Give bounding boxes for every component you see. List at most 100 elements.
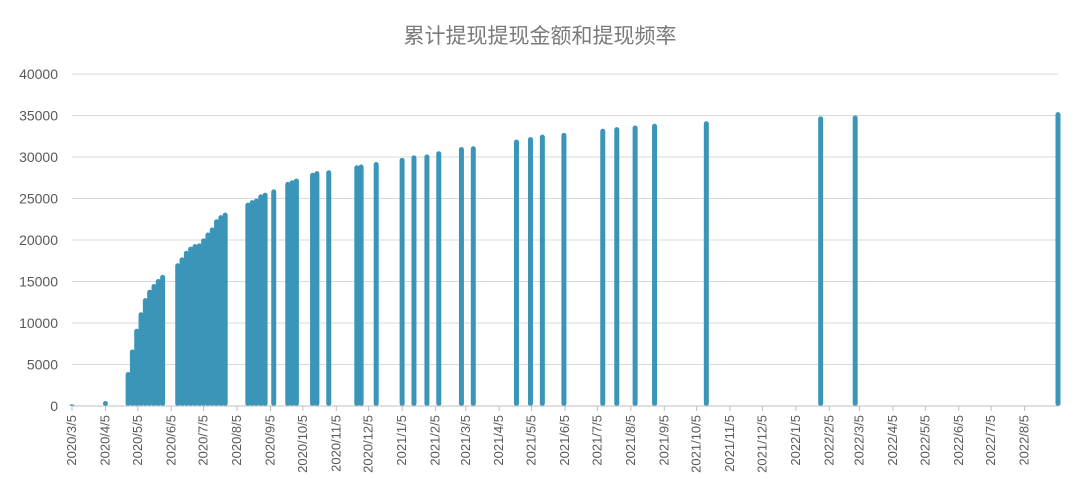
x-tick-label: 2022/7/5 bbox=[983, 415, 998, 466]
x-tick-label: 2020/5/5 bbox=[130, 415, 145, 466]
x-tick-label: 2021/12/5 bbox=[754, 415, 769, 473]
x-tick-label: 2020/3/5 bbox=[64, 415, 79, 466]
bar bbox=[205, 232, 211, 406]
bar bbox=[214, 219, 220, 406]
y-tick-label: 15000 bbox=[19, 274, 58, 290]
y-axis: 0 5000 10000 15000 20000 25000 30000 35000 40000 bbox=[19, 66, 58, 414]
x-axis: 2020/3/5 2020/4/5 2020/5/5 2020/6/5 2020/7/5… bbox=[64, 406, 1032, 473]
bar bbox=[527, 137, 533, 406]
bar bbox=[125, 371, 131, 406]
y-tick-label: 30000 bbox=[19, 149, 58, 165]
bar bbox=[561, 132, 567, 406]
watermark: 头条 @Excel数据可视化 bbox=[854, 463, 1062, 485]
bar bbox=[160, 274, 166, 406]
bar bbox=[134, 328, 140, 406]
x-tick-label: 2022/5/5 bbox=[917, 415, 932, 466]
bar bbox=[310, 172, 316, 406]
bar bbox=[600, 128, 606, 406]
bar bbox=[285, 181, 291, 406]
y-tick-label: 10000 bbox=[19, 315, 58, 331]
bar bbox=[614, 127, 620, 407]
bar bbox=[245, 202, 251, 406]
bar bbox=[373, 161, 379, 406]
x-tick-label: 2021/10/5 bbox=[689, 415, 704, 473]
bar bbox=[151, 283, 157, 406]
x-tick-label: 2022/3/5 bbox=[852, 415, 867, 466]
watermark-text: 头条 @Excel数据可视化 bbox=[854, 463, 1062, 485]
bars bbox=[69, 112, 1061, 407]
bar bbox=[258, 194, 264, 406]
x-tick-label: 2020/10/5 bbox=[295, 415, 310, 473]
x-tick-label: 2021/8/5 bbox=[623, 415, 638, 466]
bar bbox=[539, 134, 545, 406]
x-tick-label: 2022/1/5 bbox=[788, 415, 803, 466]
x-tick-label: 2020/11/5 bbox=[328, 415, 343, 472]
bar bbox=[222, 212, 228, 406]
y-tick-label: 20000 bbox=[19, 232, 58, 248]
bar bbox=[188, 246, 194, 406]
bar bbox=[852, 115, 858, 406]
bar bbox=[271, 189, 277, 406]
x-tick-label: 2020/4/5 bbox=[97, 415, 112, 466]
bar bbox=[129, 349, 135, 406]
bar bbox=[175, 263, 181, 406]
bar bbox=[424, 154, 430, 406]
bar bbox=[632, 125, 638, 407]
bar bbox=[209, 227, 215, 406]
bar bbox=[1055, 112, 1061, 407]
chart-title: 累计提现提现金额和提现频率 bbox=[404, 24, 677, 48]
bar bbox=[196, 243, 202, 406]
y-tick-label: 40000 bbox=[19, 66, 58, 82]
x-tick-label: 2021/7/5 bbox=[589, 415, 604, 466]
y-tick-label: 25000 bbox=[19, 191, 58, 207]
bar bbox=[147, 289, 153, 406]
x-tick-label: 2020/7/5 bbox=[196, 415, 211, 466]
bar bbox=[183, 250, 189, 406]
bar bbox=[289, 180, 295, 406]
y-tick-label: 35000 bbox=[19, 108, 58, 124]
x-tick-label: 2020/9/5 bbox=[262, 415, 277, 466]
bar bbox=[249, 200, 255, 406]
bar bbox=[179, 257, 185, 406]
bar bbox=[142, 298, 148, 406]
x-tick-label: 2020/6/5 bbox=[163, 415, 178, 466]
x-tick-label: 2021/5/5 bbox=[524, 415, 539, 466]
bar bbox=[458, 147, 464, 407]
x-tick-label: 2021/4/5 bbox=[491, 415, 506, 466]
bar bbox=[399, 157, 405, 406]
x-tick-label: 2022/4/5 bbox=[885, 415, 900, 466]
bar bbox=[201, 238, 207, 406]
bar bbox=[326, 170, 332, 406]
bar bbox=[411, 155, 417, 406]
bar bbox=[513, 139, 519, 406]
x-tick-label: 2022/8/5 bbox=[1017, 415, 1032, 466]
x-tick-label: 2021/1/5 bbox=[394, 415, 409, 466]
bar bbox=[436, 151, 442, 406]
bar bbox=[293, 178, 299, 406]
bar bbox=[138, 312, 144, 406]
bar bbox=[818, 116, 824, 406]
bar bbox=[102, 401, 108, 406]
bar bbox=[253, 198, 259, 406]
y-tick-label: 5000 bbox=[27, 357, 58, 373]
bar bbox=[262, 192, 268, 406]
x-tick-label: 2021/2/5 bbox=[428, 415, 443, 466]
y-tick-label: 0 bbox=[50, 398, 58, 414]
x-tick-label: 2021/6/5 bbox=[557, 415, 572, 466]
bar bbox=[354, 165, 360, 406]
bar bbox=[358, 164, 364, 406]
bar bbox=[155, 279, 161, 406]
bar bbox=[314, 171, 320, 406]
x-tick-label: 2021/11/5 bbox=[722, 415, 737, 472]
bar bbox=[218, 215, 224, 406]
bar bbox=[652, 123, 658, 407]
x-tick-label: 2021/3/5 bbox=[458, 415, 473, 466]
x-tick-label: 2020/8/5 bbox=[229, 415, 244, 466]
x-tick-label: 2021/9/5 bbox=[656, 415, 671, 466]
bar bbox=[703, 121, 709, 406]
x-tick-label: 2020/12/5 bbox=[361, 415, 376, 473]
bar bbox=[470, 146, 476, 406]
x-tick-label: 2022/6/5 bbox=[951, 415, 966, 466]
